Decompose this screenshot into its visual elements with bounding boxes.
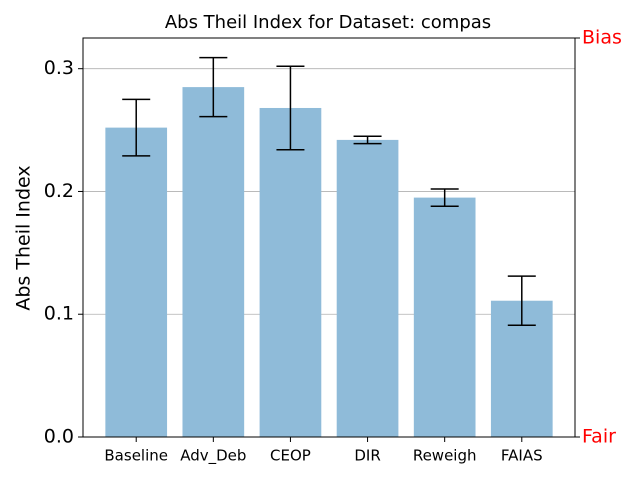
x-tick-label: Adv_Deb — [180, 447, 246, 466]
error-bar — [430, 188, 459, 207]
y-axis-label: Abs Theil Index — [13, 165, 35, 310]
bar — [413, 197, 476, 437]
error-bar — [122, 98, 151, 157]
bar — [336, 139, 399, 437]
bar — [259, 107, 322, 438]
y-tick-label: 0.1 — [44, 303, 74, 325]
error-bar — [276, 65, 305, 151]
x-tick-label: Reweigh — [413, 447, 477, 465]
y-tick-label: 0.2 — [44, 180, 74, 202]
y2-tick-label: Bias — [582, 27, 622, 49]
chart-title: Abs Theil Index for Dataset: compas — [165, 12, 491, 33]
y-tick-label: 0.0 — [44, 426, 74, 448]
plot-frame — [82, 37, 576, 438]
y2-tick-label: Fair — [582, 426, 616, 448]
x-tick-label: CEOP — [270, 447, 311, 465]
x-tick-label: Baseline — [104, 447, 168, 465]
bar — [182, 87, 245, 437]
bar — [105, 127, 168, 438]
error-bar — [507, 275, 536, 327]
error-bar — [199, 56, 228, 118]
y-tick-label: 0.3 — [44, 57, 74, 79]
error-bar — [353, 135, 382, 145]
x-tick-label: DIR — [354, 447, 380, 465]
x-tick-label: FAIAS — [501, 447, 543, 465]
